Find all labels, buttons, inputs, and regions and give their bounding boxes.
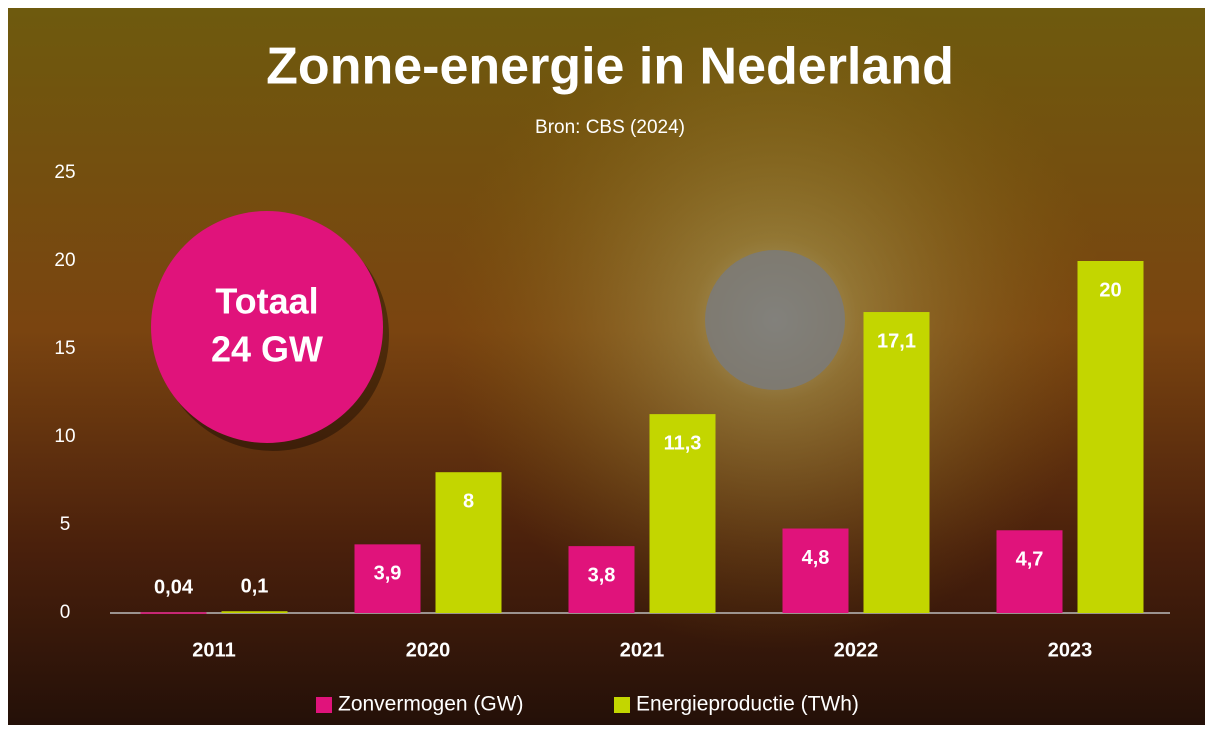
value-label: 11,3: [664, 432, 702, 454]
x-tick-label: 2022: [834, 639, 879, 661]
sun: [705, 250, 845, 390]
y-tick-label: 10: [54, 426, 75, 447]
bar: [222, 611, 288, 613]
x-tick-label: 2021: [620, 639, 665, 661]
bar: [997, 530, 1063, 613]
legend-swatch: [614, 697, 630, 713]
value-label: 4,7: [1016, 549, 1044, 571]
chart-subtitle: Bron: CBS (2024): [535, 117, 685, 138]
value-label: 3,9: [374, 563, 402, 585]
chart: Zonne-energie in Nederland Bron: CBS (20…: [0, 0, 1213, 733]
y-tick-label: 0: [60, 602, 71, 623]
bar: [1078, 261, 1144, 613]
value-label: 0,1: [241, 576, 269, 598]
legend-label: Zonvermogen (GW): [338, 693, 524, 716]
legend-swatch: [316, 697, 332, 713]
annotation-circle: [151, 211, 383, 443]
x-tick-label: 2020: [406, 639, 451, 661]
y-tick-label: 5: [60, 514, 71, 535]
bar: [783, 529, 849, 613]
chart-title: Zonne-energie in Nederland: [266, 38, 954, 96]
x-tick-label: 2023: [1048, 639, 1093, 661]
annotation-text: Totaal: [215, 281, 318, 322]
y-tick-label: 20: [54, 250, 75, 271]
value-label: 0,04: [154, 577, 194, 599]
value-label: 20: [1099, 279, 1121, 301]
value-label: 3,8: [588, 564, 616, 586]
annotation-text: 24 GW: [211, 329, 323, 370]
value-label: 4,8: [802, 547, 830, 569]
value-label: 17,1: [877, 330, 916, 352]
x-tick-label: 2011: [192, 639, 235, 661]
y-tick-label: 25: [54, 162, 75, 183]
legend-label: Energieproductie (TWh): [636, 693, 859, 716]
bar: [864, 312, 930, 613]
bar: [141, 612, 207, 614]
value-label: 8: [463, 490, 474, 512]
y-tick-label: 15: [54, 338, 75, 359]
